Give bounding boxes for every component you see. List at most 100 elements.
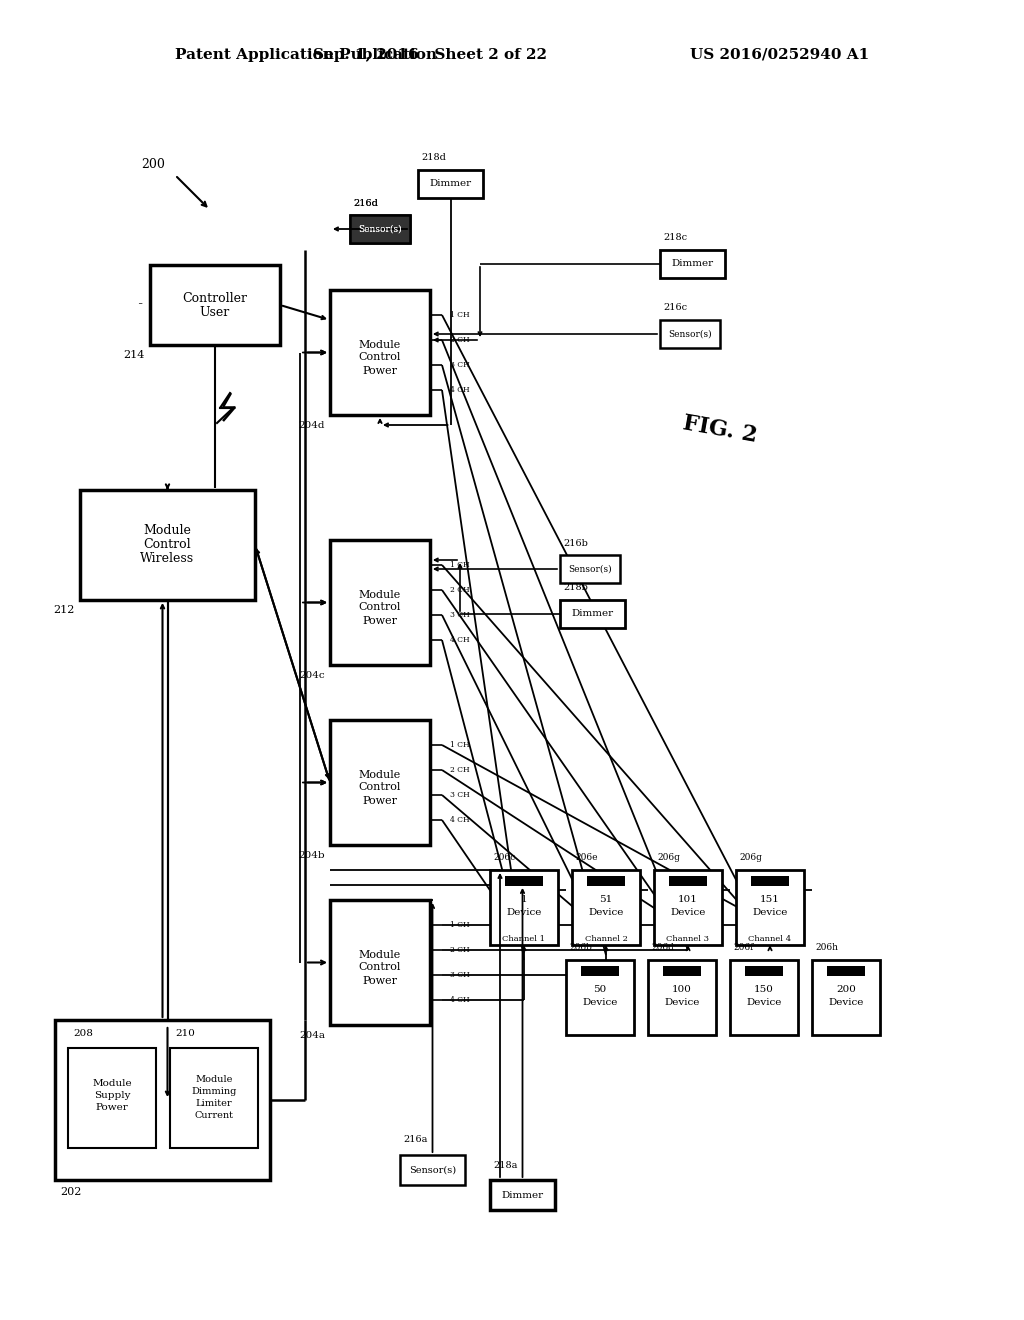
Text: Dimming: Dimming — [191, 1088, 237, 1097]
Text: 3 CH: 3 CH — [450, 360, 470, 370]
Text: 200: 200 — [141, 158, 165, 172]
Text: Device: Device — [753, 908, 787, 917]
Text: Patent Application Publication: Patent Application Publication — [175, 48, 437, 62]
Text: 4 CH: 4 CH — [450, 816, 470, 824]
Bar — [669, 876, 707, 886]
Text: Wireless: Wireless — [140, 553, 195, 565]
Text: Control: Control — [143, 539, 191, 552]
Text: Control: Control — [358, 962, 401, 973]
Text: Supply: Supply — [94, 1092, 130, 1101]
Text: Module: Module — [196, 1076, 232, 1085]
Text: Dimmer: Dimmer — [502, 1191, 544, 1200]
Bar — [572, 870, 640, 945]
Bar — [170, 1048, 258, 1148]
Text: Module: Module — [358, 949, 401, 960]
Text: 206e: 206e — [575, 853, 597, 862]
Text: 2 CH: 2 CH — [450, 586, 470, 594]
Text: 206d: 206d — [651, 942, 674, 952]
Text: 216a: 216a — [403, 1135, 427, 1144]
Text: Sensor(s): Sensor(s) — [358, 224, 401, 234]
Bar — [566, 960, 634, 1035]
Bar — [581, 966, 618, 975]
Text: Channel 4: Channel 4 — [749, 935, 792, 942]
Text: Sensor(s): Sensor(s) — [358, 224, 401, 234]
Text: Power: Power — [362, 366, 397, 375]
Text: Module: Module — [358, 770, 401, 780]
Text: 1 CH: 1 CH — [450, 561, 470, 569]
Text: 204c: 204c — [299, 671, 325, 680]
Text: 3 CH: 3 CH — [450, 611, 470, 619]
Bar — [812, 960, 880, 1035]
Text: 4 CH: 4 CH — [450, 997, 470, 1005]
Bar — [827, 966, 865, 975]
Text: 204b: 204b — [298, 850, 325, 859]
Bar — [660, 249, 725, 279]
Text: User: User — [200, 305, 230, 318]
Text: Power: Power — [362, 975, 397, 986]
Text: Power: Power — [95, 1104, 128, 1113]
Text: 206f: 206f — [733, 942, 754, 952]
Bar — [587, 876, 625, 886]
Text: Channel 3: Channel 3 — [667, 935, 710, 942]
Text: 202: 202 — [60, 1187, 81, 1197]
Bar — [330, 540, 430, 665]
Text: 206g: 206g — [657, 853, 680, 862]
Text: 206b: 206b — [569, 942, 592, 952]
Text: 216d: 216d — [353, 198, 378, 207]
Text: 3 CH: 3 CH — [450, 972, 470, 979]
Text: Device: Device — [583, 998, 617, 1007]
Bar — [330, 290, 430, 414]
Text: 100: 100 — [672, 985, 692, 994]
Text: 208: 208 — [73, 1030, 93, 1039]
Bar — [505, 876, 543, 886]
Text: Control: Control — [358, 783, 401, 792]
Bar — [730, 960, 798, 1035]
Text: Sensor(s): Sensor(s) — [358, 224, 401, 234]
Text: Sensor(s): Sensor(s) — [669, 330, 712, 338]
Text: ─: ─ — [138, 302, 141, 308]
Text: 4 CH: 4 CH — [450, 385, 470, 393]
Text: Device: Device — [506, 908, 542, 917]
Text: 218d: 218d — [421, 153, 445, 162]
Text: 51: 51 — [599, 895, 612, 904]
Text: 204d: 204d — [299, 421, 325, 429]
Bar — [745, 966, 783, 975]
Text: 216d: 216d — [353, 198, 378, 207]
Bar — [330, 900, 430, 1026]
Text: Dimmer: Dimmer — [429, 180, 472, 189]
Text: Device: Device — [828, 998, 863, 1007]
Text: Module: Module — [92, 1080, 132, 1089]
Text: Device: Device — [665, 998, 699, 1007]
Text: 3 CH: 3 CH — [450, 791, 470, 799]
Text: Power: Power — [362, 796, 397, 805]
Text: 1 CH: 1 CH — [450, 312, 470, 319]
Text: Dimmer: Dimmer — [571, 610, 613, 619]
Text: 101: 101 — [678, 895, 698, 904]
Text: Current: Current — [195, 1111, 233, 1121]
Text: 2 CH: 2 CH — [450, 337, 470, 345]
Text: US 2016/0252940 A1: US 2016/0252940 A1 — [690, 48, 869, 62]
Bar — [350, 215, 410, 243]
Text: 4 CH: 4 CH — [450, 636, 470, 644]
Text: 218b: 218b — [563, 583, 588, 593]
Text: 206h: 206h — [815, 942, 838, 952]
Bar — [736, 870, 804, 945]
Bar — [330, 719, 430, 845]
Text: Limiter: Limiter — [196, 1100, 232, 1109]
Text: Module: Module — [358, 590, 401, 599]
Text: Sensor(s): Sensor(s) — [409, 1166, 456, 1175]
Bar — [560, 601, 625, 628]
Text: Sensor(s): Sensor(s) — [568, 565, 611, 573]
Text: Module: Module — [143, 524, 191, 537]
Text: Sep. 1, 2016   Sheet 2 of 22: Sep. 1, 2016 Sheet 2 of 22 — [313, 48, 547, 62]
Text: Device: Device — [671, 908, 706, 917]
Text: 210: 210 — [175, 1030, 195, 1039]
Text: 200: 200 — [836, 985, 856, 994]
Text: Device: Device — [746, 998, 781, 1007]
Text: Dimmer: Dimmer — [672, 260, 714, 268]
Text: 150: 150 — [754, 985, 774, 994]
Bar — [150, 265, 280, 345]
Text: 2 CH: 2 CH — [450, 766, 470, 774]
Text: 214: 214 — [124, 350, 145, 360]
Bar — [751, 876, 790, 886]
